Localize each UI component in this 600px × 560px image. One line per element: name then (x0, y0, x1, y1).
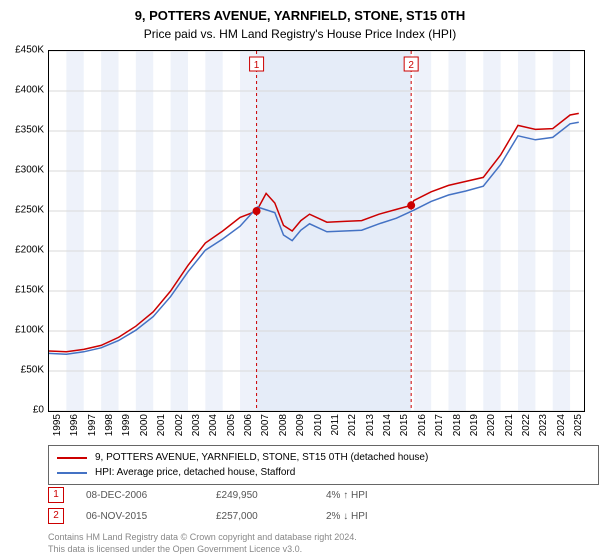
ytick-label: £350K (2, 125, 44, 136)
credit-line-2: This data is licensed under the Open Gov… (48, 544, 302, 556)
sale-row-1: 1 08-DEC-2006 £249,950 4% ↑ HPI (48, 487, 368, 503)
sale-price-1: £249,950 (216, 490, 326, 501)
ytick-label: £300K (2, 165, 44, 176)
legend-label-hpi: HPI: Average price, detached house, Staf… (95, 465, 295, 480)
legend-swatch-hpi (57, 472, 87, 474)
ytick-label: £450K (2, 45, 44, 56)
chart-title: 9, POTTERS AVENUE, YARNFIELD, STONE, ST1… (0, 0, 600, 23)
ytick-label: £150K (2, 285, 44, 296)
sale-delta-1: 4% ↑ HPI (326, 490, 368, 501)
svg-text:1: 1 (254, 60, 260, 71)
ytick-label: £250K (2, 205, 44, 216)
legend-item-hpi: HPI: Average price, detached house, Staf… (57, 465, 590, 480)
chart-container: 9, POTTERS AVENUE, YARNFIELD, STONE, ST1… (0, 0, 600, 560)
sale-marker-2: 2 (48, 508, 64, 524)
credit-line-1: Contains HM Land Registry data © Crown c… (48, 532, 357, 544)
ytick-label: £100K (2, 325, 44, 336)
chart-subtitle: Price paid vs. HM Land Registry's House … (0, 23, 600, 41)
sale-marker-1: 1 (48, 487, 64, 503)
legend-item-property: 9, POTTERS AVENUE, YARNFIELD, STONE, ST1… (57, 450, 590, 465)
ytick-label: £400K (2, 85, 44, 96)
legend-swatch-property (57, 457, 87, 459)
sale-price-2: £257,000 (216, 511, 326, 522)
sale-date-2: 06-NOV-2015 (86, 511, 216, 522)
sale-date-1: 08-DEC-2006 (86, 490, 216, 501)
legend: 9, POTTERS AVENUE, YARNFIELD, STONE, ST1… (48, 445, 599, 485)
ytick-label: £0 (2, 405, 44, 416)
sale-delta-2: 2% ↓ HPI (326, 511, 368, 522)
sale-row-2: 2 06-NOV-2015 £257,000 2% ↓ HPI (48, 508, 368, 524)
ytick-label: £200K (2, 245, 44, 256)
legend-label-property: 9, POTTERS AVENUE, YARNFIELD, STONE, ST1… (95, 450, 428, 465)
plot-area: 12 (48, 50, 585, 412)
svg-text:2: 2 (408, 60, 414, 71)
ytick-label: £50K (2, 365, 44, 376)
